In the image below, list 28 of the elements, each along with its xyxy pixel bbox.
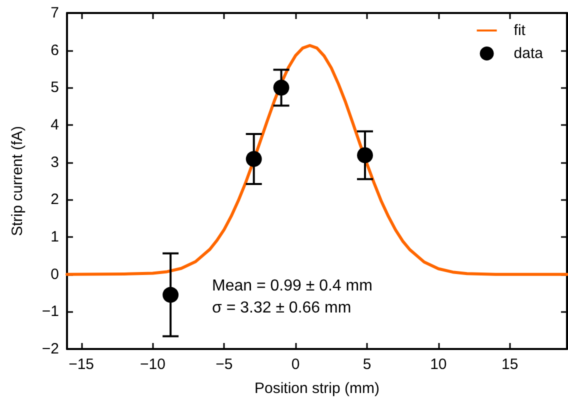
y-tick-label: 5 bbox=[50, 79, 59, 96]
x-tick-label: 5 bbox=[362, 356, 372, 373]
point bbox=[273, 80, 290, 96]
y-tick-label: 4 bbox=[50, 116, 59, 134]
point bbox=[357, 147, 373, 164]
x-tick-label: 0 bbox=[291, 356, 300, 373]
y-axis-title: Strip current (fA) bbox=[9, 126, 26, 236]
y-tick-label: 0 bbox=[50, 266, 59, 283]
legend-label: fit bbox=[514, 22, 526, 39]
y-tick-label: 2 bbox=[50, 191, 59, 208]
line-series bbox=[66, 44, 568, 276]
x-tick-label: −10 bbox=[140, 356, 166, 373]
y-tick-label: 6 bbox=[50, 42, 59, 59]
x-axis-title: Position strip (mm) bbox=[254, 380, 380, 397]
y-tick-label: 1 bbox=[50, 228, 59, 246]
point bbox=[162, 286, 179, 303]
y-tick-label: 3 bbox=[50, 154, 59, 171]
x-tick-label: −5 bbox=[216, 356, 233, 373]
annotation: Mean = 0.99 ± 0.4 mm bbox=[212, 278, 372, 294]
legend-label: data bbox=[514, 45, 544, 62]
y-tick-label: −1 bbox=[42, 303, 59, 320]
x-tick-label: −15 bbox=[68, 356, 94, 373]
annotation: σ = 3.32 ± 0.66 mm bbox=[212, 300, 352, 316]
point bbox=[246, 150, 262, 167]
x-tick-label: 15 bbox=[502, 356, 518, 373]
x-tick-label: 10 bbox=[430, 356, 447, 373]
y-tick-label: −2 bbox=[42, 340, 59, 358]
y-tick-label: 7 bbox=[50, 4, 59, 22]
